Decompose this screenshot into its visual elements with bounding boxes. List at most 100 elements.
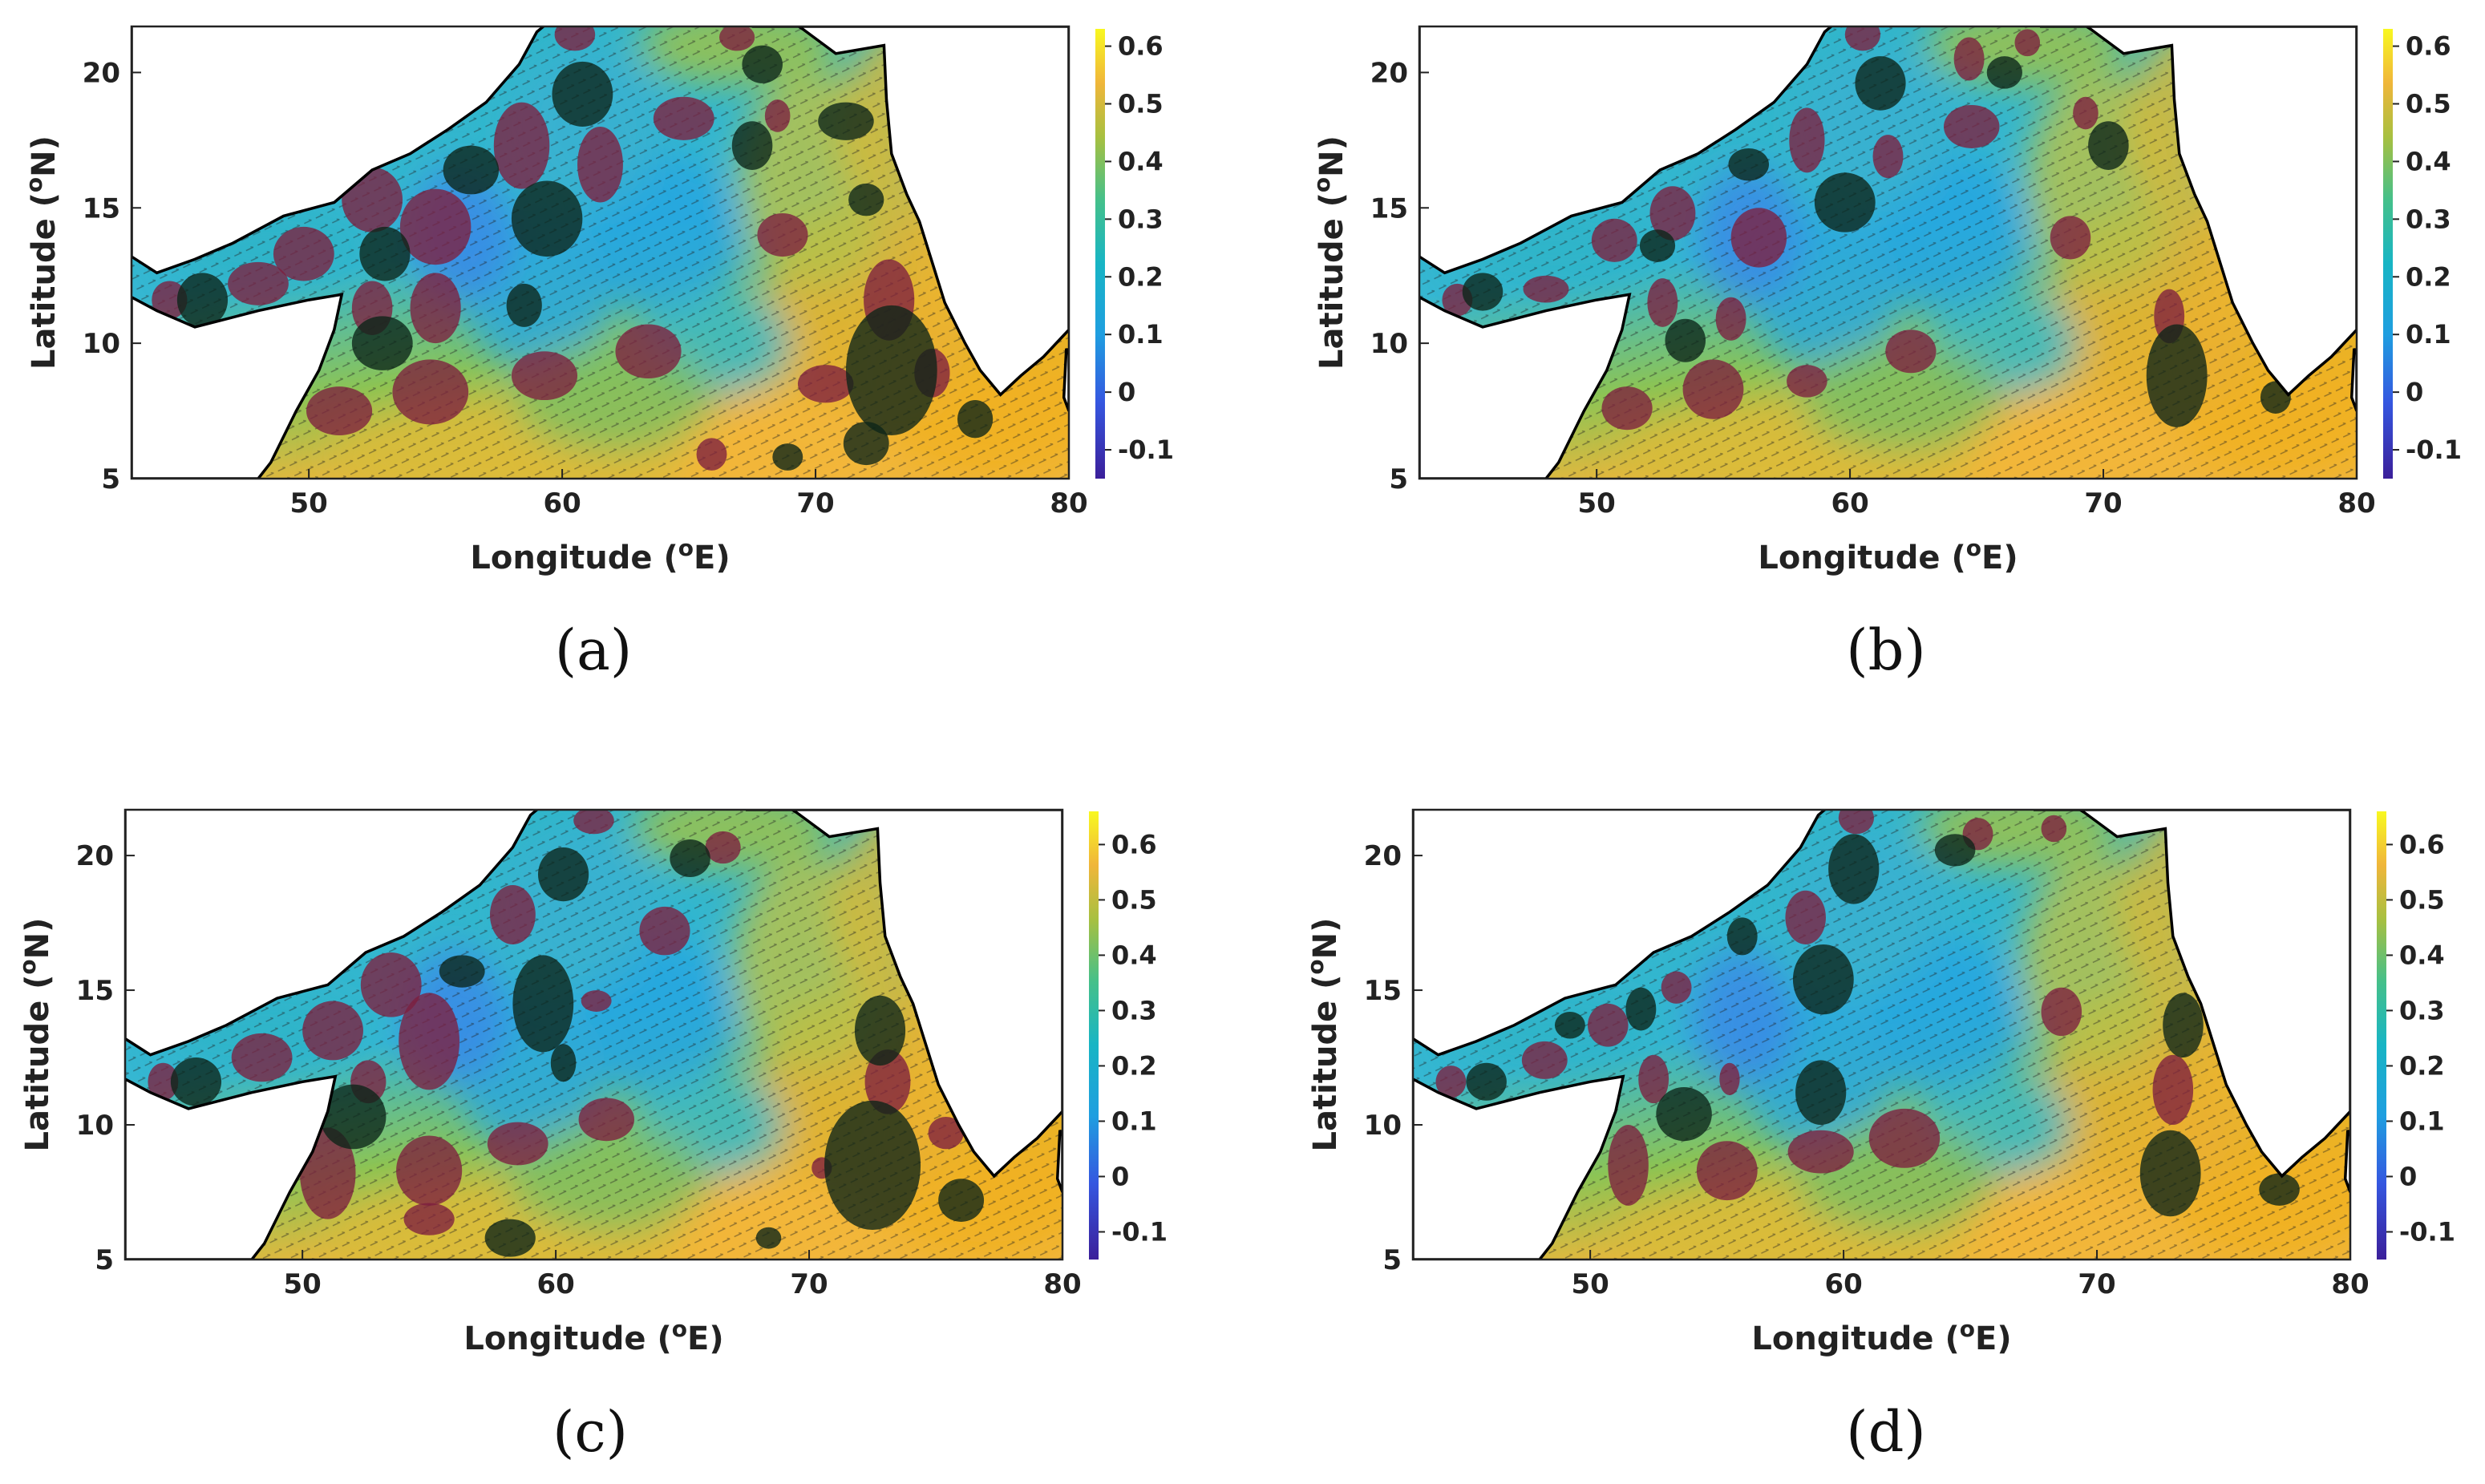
cyclonic-eddy [273, 226, 334, 281]
cyclonic-eddy [1435, 1065, 1467, 1098]
anticyclonic-eddy [537, 847, 589, 902]
land-mass [746, 810, 1062, 1179]
axes-frame [1411, 808, 2352, 1261]
anticyclonic-eddy [1828, 834, 1880, 904]
colorbar-tick-label: -0.1 [2406, 435, 2462, 465]
colorbar: 0.6 0.5 0.4 0.3 0.2 0.1 0 -0.1 [1095, 29, 1174, 479]
cyclonic-eddy [696, 438, 727, 471]
y-tick-label: 20 [1364, 840, 1402, 872]
y-axis-title: Latitude (oN) [21, 135, 63, 370]
cyclonic-eddy [1521, 1041, 1568, 1079]
cyclonic-eddy [705, 831, 741, 864]
colorbar-tick-label: -0.1 [2399, 1216, 2455, 1247]
anticyclonic-eddy [1726, 917, 1758, 956]
land-mass [1419, 26, 1834, 275]
anticyclonic-eddy [845, 305, 937, 435]
anticyclonic-eddy [506, 283, 542, 327]
colorbar-tick-label: 0.1 [2399, 1106, 2445, 1136]
x-tick-label: 80 [1050, 487, 1087, 520]
ocean-field [125, 810, 1062, 1260]
colorbar-tick-label: 0 [1111, 1161, 1129, 1191]
cyclonic-eddy [2073, 96, 2098, 130]
colorbar-tick-label: 0.4 [1111, 940, 1157, 970]
anticyclonic-eddy [848, 183, 884, 216]
anticyclonic-eddy [957, 400, 994, 439]
y-tick-label: 15 [76, 975, 114, 1007]
colorbar-tick-label: 0.6 [2399, 829, 2445, 859]
colorbar-tick-label: -0.1 [1111, 1216, 1168, 1247]
anticyclonic-eddy [359, 226, 411, 281]
cyclonic-eddy [1868, 1108, 1941, 1168]
cyclonic-eddy [1785, 890, 1826, 944]
y-tick-label: 15 [83, 192, 120, 224]
anticyclonic-eddy [938, 1179, 985, 1222]
anticyclonic-eddy [1728, 148, 1770, 181]
y-axis-title: Latitude (oN) [1302, 918, 1344, 1152]
land-mass [2040, 26, 2357, 397]
cyclonic-eddy [487, 1122, 548, 1166]
panel-caption: (d) [1846, 1399, 1925, 1465]
panel-1: 50 60 70 80 5 10 15 20 Longitude (oE) Latitude (o… [21, 25, 1174, 683]
cyclonic-eddy [360, 952, 422, 1017]
cyclonic-eddy [639, 906, 690, 956]
cyclonic-eddy [1719, 1062, 1740, 1096]
anticyclonic-eddy [1792, 944, 1854, 1015]
cyclonic-eddy [399, 188, 472, 265]
land-mass [752, 26, 1069, 397]
colorbar-tick-label: 0.6 [2406, 31, 2451, 62]
x-tick-label: 70 [2078, 1268, 2115, 1300]
ocean-field [132, 26, 1069, 479]
land-mass [132, 293, 344, 479]
cyclonic-eddy [797, 365, 854, 403]
x-tick-label: 50 [1571, 1268, 1609, 1300]
cyclonic-eddy [1715, 297, 1746, 341]
cyclonic-eddy [489, 885, 536, 944]
cyclonic-eddy [1872, 135, 1904, 179]
colorbar-tick-label: 0.2 [1111, 1050, 1157, 1081]
colorbar-tick-label: 0 [2399, 1161, 2417, 1191]
cyclonic-eddy [2050, 216, 2091, 260]
colorbar-tick-label: 0 [2406, 377, 2423, 407]
cyclonic-eddy [399, 993, 460, 1090]
land-mass [1413, 1074, 1625, 1260]
anticyclonic-eddy [1934, 834, 1976, 867]
cyclonic-eddy [2041, 815, 2067, 843]
cyclonic-eddy [757, 213, 808, 257]
anticyclonic-eddy [824, 1100, 921, 1231]
anticyclonic-eddy [1855, 56, 1906, 111]
cyclonic-eddy [2014, 29, 2041, 57]
anticyclonic-eddy [2139, 1130, 2201, 1217]
cyclonic-eddy [152, 281, 188, 319]
y-tick-label: 5 [101, 463, 120, 495]
panel-caption: (b) [1846, 617, 1925, 683]
y-tick-label: 20 [83, 57, 120, 89]
panel-4: 50 60 70 80 5 10 15 20 Longitude (oE) Latitude (o… [1302, 808, 2455, 1465]
y-tick-label: 10 [1364, 1110, 1402, 1142]
anticyclonic-eddy [772, 443, 803, 471]
x-tick-label: 50 [289, 487, 327, 520]
y-tick-label: 10 [83, 328, 120, 360]
anticyclonic-eddy [1795, 1060, 1847, 1126]
colorbar-tick-label: -0.1 [1118, 435, 1174, 465]
anticyclonic-eddy [552, 61, 613, 127]
cyclonic-eddy [1944, 104, 2000, 148]
panel-caption: (c) [552, 1399, 628, 1465]
cyclonic-eddy [764, 99, 791, 132]
cyclonic-eddy [1601, 386, 1653, 431]
colorbar-tick-label: 0.5 [1118, 89, 1164, 119]
cyclonic-eddy [864, 1049, 911, 1114]
colorbar-tick-label: 0.5 [1111, 884, 1157, 915]
axes-frame [123, 808, 1064, 1261]
cyclonic-eddy [228, 261, 289, 305]
anticyclonic-eddy [511, 180, 583, 257]
cyclonic-eddy [392, 359, 469, 425]
anticyclonic-eddy [731, 121, 773, 170]
cyclonic-eddy [1838, 810, 1875, 835]
cyclonic-eddy [577, 126, 623, 203]
anticyclonic-eddy [550, 1044, 577, 1082]
cyclonic-eddy [148, 1062, 179, 1101]
colorbar-tick-label: 0.5 [2399, 884, 2445, 915]
anticyclonic-eddy [1554, 1011, 1585, 1039]
cyclonic-eddy [2041, 987, 2082, 1037]
